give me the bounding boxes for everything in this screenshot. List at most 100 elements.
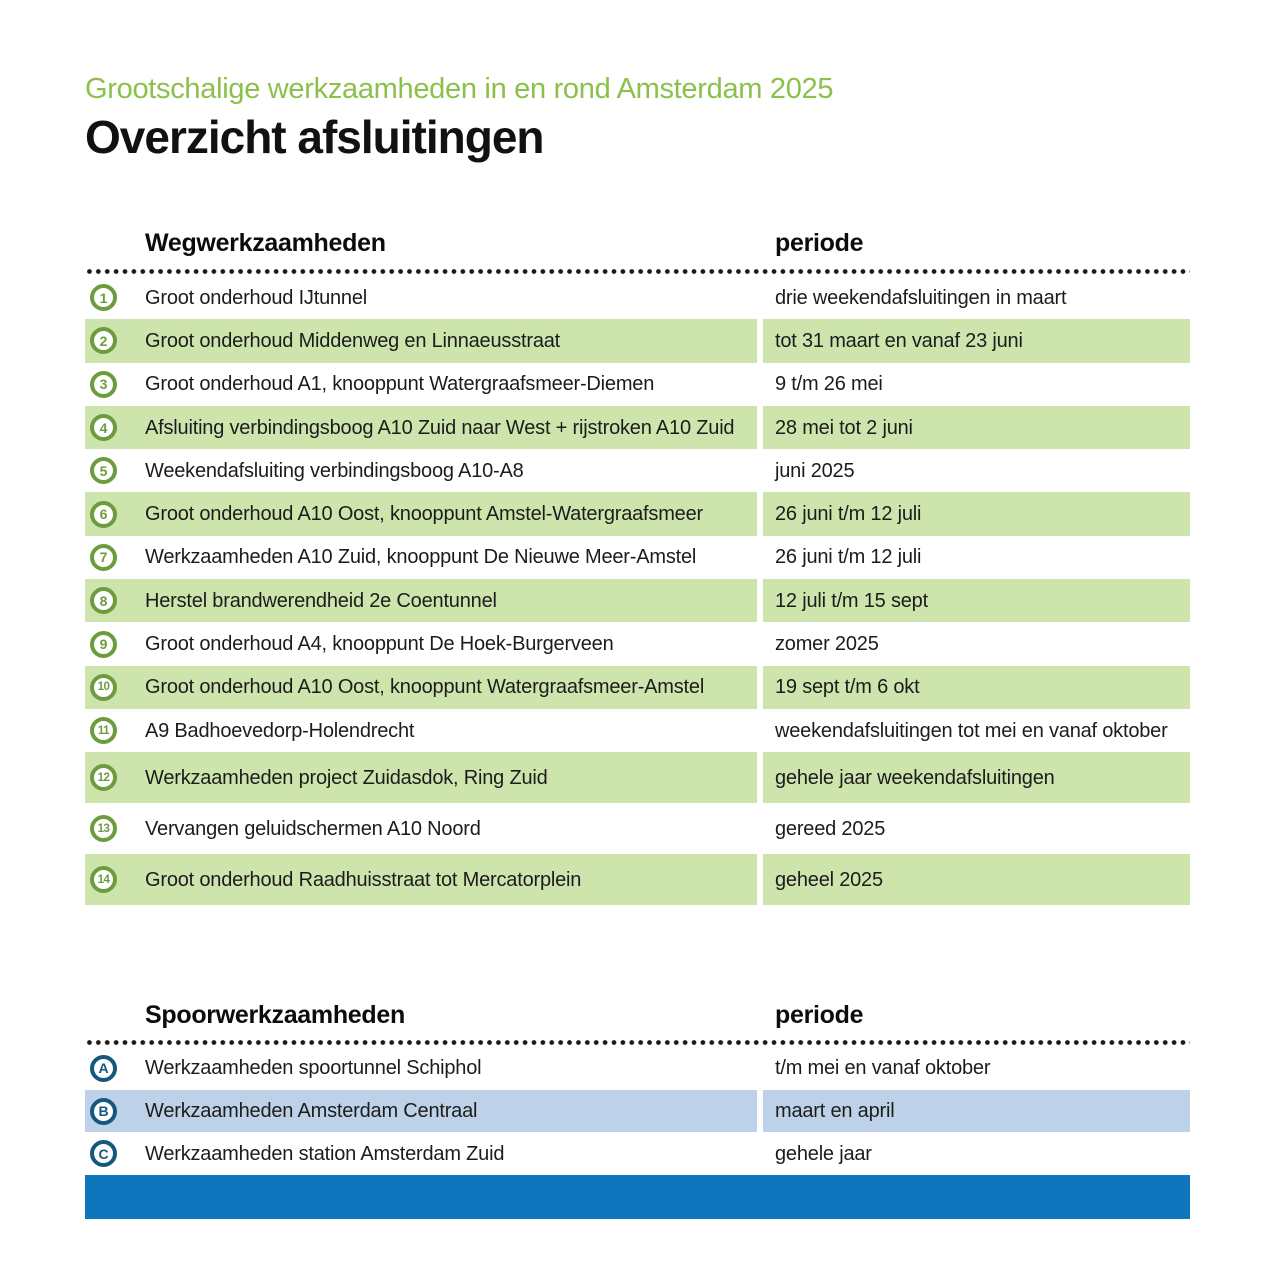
row-period-cell: weekendafsluitingen tot mei en vanaf okt… bbox=[763, 709, 1190, 752]
rail-table-header: Spoorwerkzaamheden periode bbox=[85, 1001, 1190, 1040]
rail-table-header-period: periode bbox=[775, 1001, 864, 1029]
row-period-cell: drie weekendafsluitingen in maart bbox=[763, 276, 1190, 319]
table-row: B Werkzaamheden Amsterdam Centraal maart… bbox=[85, 1089, 1190, 1133]
doc-subtitle: Grootschalige werkzaamheden in en rond A… bbox=[85, 73, 834, 105]
row-period-cell: 26 juni t/m 12 juli bbox=[763, 492, 1190, 536]
row-number-badge: 12 bbox=[90, 764, 117, 792]
row-period: gereed 2025 bbox=[775, 817, 886, 840]
dotted-divider bbox=[85, 1040, 1190, 1045]
row-period: 19 sept t/m 6 okt bbox=[775, 676, 920, 699]
row-label-cell: 3 Groot onderhoud A1, knooppunt Watergra… bbox=[85, 363, 757, 406]
row-number-badge: 7 bbox=[90, 543, 117, 571]
row-label: Groot onderhoud A4, knooppunt De Hoek-Bu… bbox=[145, 633, 614, 656]
row-period: 26 juni t/m 12 juli bbox=[775, 503, 922, 526]
row-period: 28 mei tot 2 juni bbox=[775, 416, 913, 439]
row-period-cell: zomer 2025 bbox=[763, 622, 1190, 665]
row-label: Herstel brandwerendheid 2e Coentunnel bbox=[145, 589, 497, 612]
table-row: 2 Groot onderhoud Middenweg en Linnaeuss… bbox=[85, 319, 1190, 363]
row-number-badge: 13 bbox=[90, 815, 117, 843]
row-number-badge: 2 bbox=[90, 327, 117, 355]
table-row: 9 Groot onderhoud A4, knooppunt De Hoek-… bbox=[85, 622, 1190, 665]
row-period: juni 2025 bbox=[775, 459, 855, 482]
row-label-cell: 2 Groot onderhoud Middenweg en Linnaeuss… bbox=[85, 319, 757, 363]
row-label-cell: 8 Herstel brandwerendheid 2e Coentunnel bbox=[85, 579, 757, 623]
rail-table-rows: A Werkzaamheden spoortunnel Schiphol t/m… bbox=[85, 1047, 1190, 1175]
row-period-cell: geheel 2025 bbox=[763, 854, 1190, 906]
table-row: C Werkzaamheden station Amsterdam Zuid g… bbox=[85, 1132, 1190, 1175]
table-row: 7 Werkzaamheden A10 Zuid, knooppunt De N… bbox=[85, 536, 1190, 579]
row-label: Werkzaamheden A10 Zuid, knooppunt De Nie… bbox=[145, 546, 697, 569]
row-label-cell: 14 Groot onderhoud Raadhuisstraat tot Me… bbox=[85, 854, 757, 906]
row-label-cell: 9 Groot onderhoud A4, knooppunt De Hoek-… bbox=[85, 622, 757, 665]
road-table-header-period: periode bbox=[775, 229, 864, 257]
row-number-badge: 4 bbox=[90, 414, 117, 442]
row-number-badge: 6 bbox=[90, 500, 117, 528]
road-table-header-works: Wegwerkzaamheden bbox=[145, 229, 386, 257]
table-row: 1 Groot onderhoud IJtunnel drie weekenda… bbox=[85, 276, 1190, 319]
table-row: 13 Vervangen geluidschermen A10 Noord ge… bbox=[85, 803, 1190, 854]
row-period: 9 t/m 26 mei bbox=[775, 373, 883, 396]
table-row: A Werkzaamheden spoortunnel Schiphol t/m… bbox=[85, 1047, 1190, 1090]
row-period-cell: t/m mei en vanaf oktober bbox=[763, 1047, 1190, 1090]
row-label-cell: 1 Groot onderhoud IJtunnel bbox=[85, 276, 757, 319]
dotted-divider bbox=[85, 269, 1190, 274]
row-number-badge: 5 bbox=[90, 457, 117, 485]
table-row: 12 Werkzaamheden project Zuidasdok, Ring… bbox=[85, 752, 1190, 804]
road-works-table: Wegwerkzaamheden periode 1 Groot onderho… bbox=[85, 229, 1190, 906]
table-row: 11 A9 Badhoevedorp-Holendrecht weekendaf… bbox=[85, 709, 1190, 752]
row-period-cell: 12 juli t/m 15 sept bbox=[763, 579, 1190, 623]
row-period-cell: 26 juni t/m 12 juli bbox=[763, 536, 1190, 579]
row-period-cell: 19 sept t/m 6 okt bbox=[763, 665, 1190, 709]
row-number-badge: 8 bbox=[90, 587, 117, 615]
row-label-cell: 13 Vervangen geluidschermen A10 Noord bbox=[85, 803, 757, 854]
row-period-cell: maart en april bbox=[763, 1089, 1190, 1133]
row-label: Groot onderhoud Raadhuisstraat tot Merca… bbox=[145, 868, 582, 891]
table-row: 8 Herstel brandwerendheid 2e Coentunnel … bbox=[85, 579, 1190, 623]
row-period-cell: 9 t/m 26 mei bbox=[763, 363, 1190, 406]
row-period-cell: gereed 2025 bbox=[763, 803, 1190, 854]
row-period: gehele jaar bbox=[775, 1142, 872, 1165]
row-label-cell: B Werkzaamheden Amsterdam Centraal bbox=[85, 1089, 757, 1133]
row-label: A9 Badhoevedorp-Holendrecht bbox=[145, 719, 415, 742]
row-period: weekendafsluitingen tot mei en vanaf okt… bbox=[775, 719, 1168, 742]
row-label-cell: 12 Werkzaamheden project Zuidasdok, Ring… bbox=[85, 752, 757, 804]
row-period-cell: gehele jaar weekendafsluitingen bbox=[763, 752, 1190, 804]
row-number-badge: 3 bbox=[90, 370, 117, 398]
row-period: tot 31 maart en vanaf 23 juni bbox=[775, 329, 1023, 352]
row-label-cell: 10 Groot onderhoud A10 Oost, knooppunt W… bbox=[85, 665, 757, 709]
table-row: 6 Groot onderhoud A10 Oost, knooppunt Am… bbox=[85, 492, 1190, 536]
doc-header: Grootschalige werkzaamheden in en rond A… bbox=[85, 73, 834, 161]
row-label: Vervangen geluidschermen A10 Noord bbox=[145, 817, 481, 840]
row-letter-badge: C bbox=[90, 1140, 117, 1168]
row-label: Weekendafsluiting verbindingsboog A10-A8 bbox=[145, 459, 524, 482]
row-period: geheel 2025 bbox=[775, 868, 883, 891]
table-row: 3 Groot onderhoud A1, knooppunt Watergra… bbox=[85, 363, 1190, 406]
table-row: 10 Groot onderhoud A10 Oost, knooppunt W… bbox=[85, 665, 1190, 709]
row-label-cell: 11 A9 Badhoevedorp-Holendrecht bbox=[85, 709, 757, 752]
row-label: Groot onderhoud IJtunnel bbox=[145, 286, 368, 309]
row-period-cell: tot 31 maart en vanaf 23 juni bbox=[763, 319, 1190, 363]
row-period: 26 juni t/m 12 juli bbox=[775, 546, 922, 569]
table-row: 5 Weekendafsluiting verbindingsboog A10-… bbox=[85, 449, 1190, 492]
row-label-cell: 6 Groot onderhoud A10 Oost, knooppunt Am… bbox=[85, 492, 757, 536]
row-period: gehele jaar weekendafsluitingen bbox=[775, 766, 1055, 789]
row-label: Afsluiting verbindingsboog A10 Zuid naar… bbox=[145, 416, 735, 439]
row-label: Werkzaamheden spoortunnel Schiphol bbox=[145, 1057, 482, 1080]
row-label-cell: 5 Weekendafsluiting verbindingsboog A10-… bbox=[85, 449, 757, 492]
row-letter-badge: A bbox=[90, 1054, 117, 1082]
row-number-badge: 9 bbox=[90, 630, 117, 658]
row-label-cell: C Werkzaamheden station Amsterdam Zuid bbox=[85, 1132, 757, 1175]
row-period: maart en april bbox=[775, 1100, 895, 1123]
row-period: 12 juli t/m 15 sept bbox=[775, 589, 928, 612]
table-row: 4 Afsluiting verbindingsboog A10 Zuid na… bbox=[85, 405, 1190, 450]
row-number-badge: 14 bbox=[90, 866, 117, 894]
row-letter-badge: B bbox=[90, 1097, 117, 1125]
row-period: zomer 2025 bbox=[775, 633, 879, 656]
row-period-cell: 28 mei tot 2 juni bbox=[763, 405, 1190, 450]
row-number-badge: 11 bbox=[90, 717, 117, 745]
row-label: Groot onderhoud A1, knooppunt Watergraaf… bbox=[145, 373, 655, 396]
row-label-cell: 4 Afsluiting verbindingsboog A10 Zuid na… bbox=[85, 405, 757, 450]
rail-works-table: Spoorwerkzaamheden periode A Werkzaamhed… bbox=[85, 1001, 1190, 1175]
row-label: Werkzaamheden Amsterdam Centraal bbox=[145, 1100, 478, 1123]
